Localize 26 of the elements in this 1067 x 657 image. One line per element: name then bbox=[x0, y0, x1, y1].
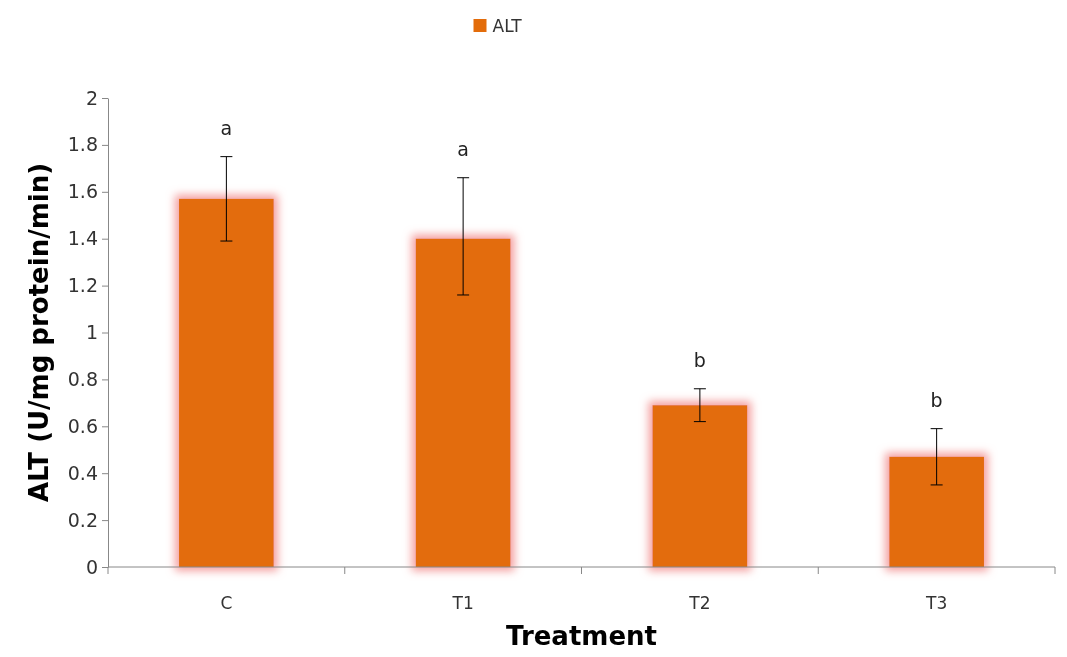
legend-label: ALT bbox=[492, 15, 523, 36]
annotation: a bbox=[220, 117, 233, 140]
y-tick-label: 1.6 bbox=[67, 180, 98, 203]
annotation: a bbox=[457, 138, 469, 161]
x-tick-label: C bbox=[220, 593, 233, 613]
bar bbox=[179, 198, 274, 567]
x-tick-label: T3 bbox=[925, 593, 948, 613]
y-tick-label: 0.4 bbox=[67, 461, 98, 484]
bar bbox=[889, 456, 984, 567]
x-tick-label: T2 bbox=[688, 593, 711, 613]
y-tick-label: 1.2 bbox=[67, 274, 98, 297]
y-tick-label: 2 bbox=[85, 86, 98, 109]
bar bbox=[415, 238, 511, 567]
y-tick-label: 0.8 bbox=[67, 367, 98, 390]
annotation: b bbox=[930, 389, 943, 412]
y-tick-label: 0.6 bbox=[67, 414, 98, 437]
y-tick-label: 0 bbox=[85, 555, 98, 578]
y-tick-label: 0.2 bbox=[67, 508, 98, 531]
y-axis-title: ALT (U/mg protein/min) bbox=[24, 162, 54, 503]
y-tick-label: 1.8 bbox=[67, 133, 98, 156]
x-axis-title: Treatment bbox=[506, 621, 657, 651]
bar bbox=[652, 405, 748, 567]
y-tick-label: 1 bbox=[85, 321, 98, 344]
x-tick-label: T1 bbox=[451, 593, 474, 613]
y-tick-label: 1.4 bbox=[67, 227, 98, 250]
annotation: b bbox=[693, 349, 706, 372]
